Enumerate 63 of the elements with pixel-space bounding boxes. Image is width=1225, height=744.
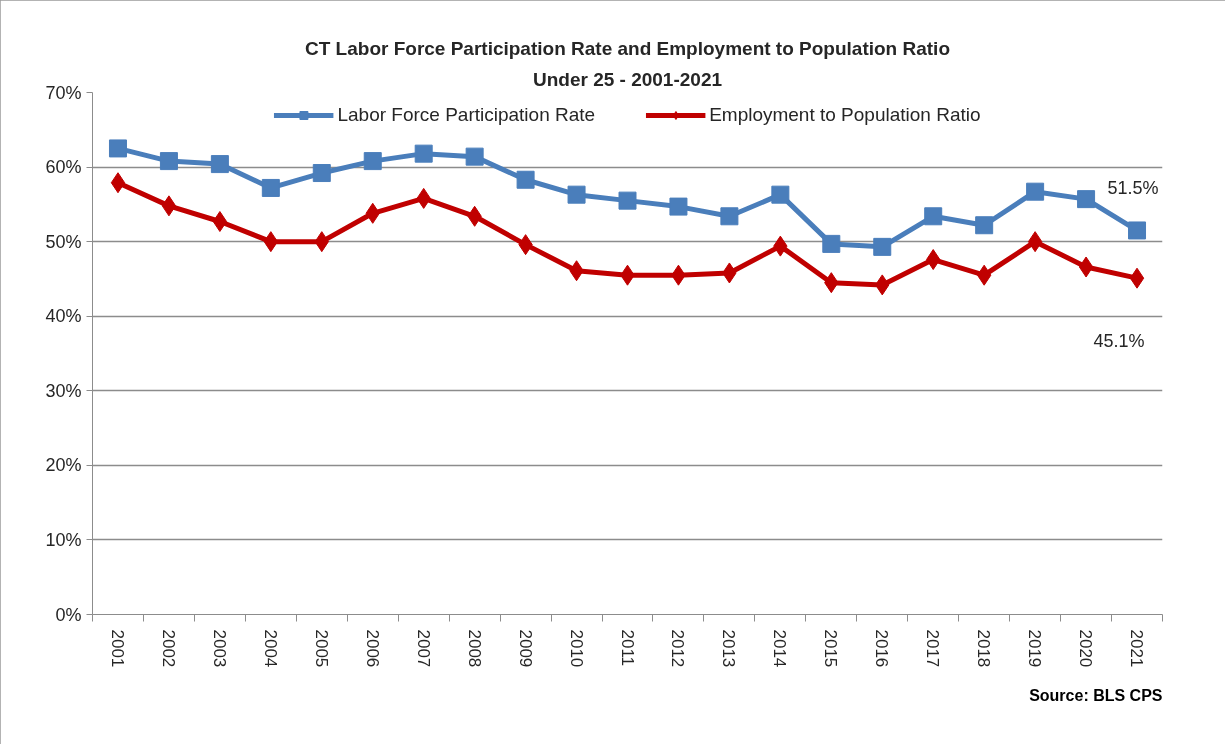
x-tick-label: 2015 — [821, 629, 841, 668]
y-tick-label: 60% — [45, 157, 82, 178]
point — [1128, 221, 1147, 240]
data-label: 51.5% — [1107, 178, 1159, 199]
chart-subtitle: Under 25 - 2001-2021 — [532, 68, 723, 90]
point — [212, 211, 228, 233]
legend-label: Labor Force Participation Rate — [337, 104, 596, 126]
point — [1027, 231, 1043, 253]
point — [924, 207, 943, 226]
x-tick-label: 2016 — [872, 629, 892, 668]
x-tick-label: 2002 — [158, 629, 178, 668]
legend-label: Employment to Population Ratio — [709, 104, 981, 126]
x-tick-label: 2004 — [260, 629, 280, 668]
x-tick-label: 2017 — [923, 629, 943, 668]
point — [669, 197, 688, 216]
point — [161, 195, 177, 217]
x-tick-label: 2012 — [668, 629, 688, 668]
point — [465, 147, 484, 166]
x-tick-label: 2005 — [311, 629, 331, 668]
x-tick-label: 2014 — [770, 629, 790, 668]
x-tick-label: 2011 — [617, 629, 637, 667]
point — [261, 178, 280, 197]
x-tick-label: 2021 — [1127, 629, 1147, 668]
point — [771, 185, 790, 204]
point — [720, 207, 739, 226]
y-tick-label: 40% — [45, 306, 82, 327]
x-tick-label: 2019 — [1025, 629, 1045, 668]
source-note: Source: BLS CPS — [1029, 686, 1163, 704]
point — [414, 144, 433, 163]
x-tick-label: 2010 — [566, 629, 586, 668]
y-tick-label: 10% — [45, 529, 82, 550]
point — [516, 170, 535, 189]
y-tick-label: 20% — [45, 455, 82, 476]
y-tick-label: 30% — [45, 380, 82, 401]
point — [363, 152, 382, 171]
point — [108, 139, 127, 158]
x-tick-label: 2018 — [974, 629, 994, 668]
x-tick-label: 2001 — [107, 629, 127, 668]
chart-title: CT Labor Force Participation Rate and Employment to Population Ratio — [305, 37, 950, 59]
point — [975, 216, 994, 235]
x-tick-label: 2008 — [464, 629, 484, 668]
point — [618, 191, 637, 210]
point — [567, 185, 586, 204]
x-tick-label: 2020 — [1076, 629, 1096, 668]
y-tick-label: 70% — [45, 82, 82, 103]
point — [1078, 256, 1094, 278]
x-tick-label: 2013 — [719, 629, 739, 668]
point — [1129, 267, 1145, 289]
x-tick-label: 2007 — [413, 629, 433, 668]
data-label: 45.1% — [1093, 331, 1145, 352]
x-tick-label: 2006 — [362, 629, 382, 668]
point — [1026, 182, 1045, 201]
point — [210, 155, 229, 174]
point — [110, 172, 126, 194]
x-tick-label: 2009 — [515, 629, 535, 668]
point — [159, 152, 178, 171]
point — [873, 237, 892, 256]
y-tick-label: 50% — [45, 231, 82, 252]
x-tick-label: 2003 — [209, 629, 229, 668]
y-tick-label: 0% — [55, 604, 82, 625]
point — [822, 234, 841, 253]
point — [1077, 190, 1096, 209]
point — [312, 164, 331, 183]
